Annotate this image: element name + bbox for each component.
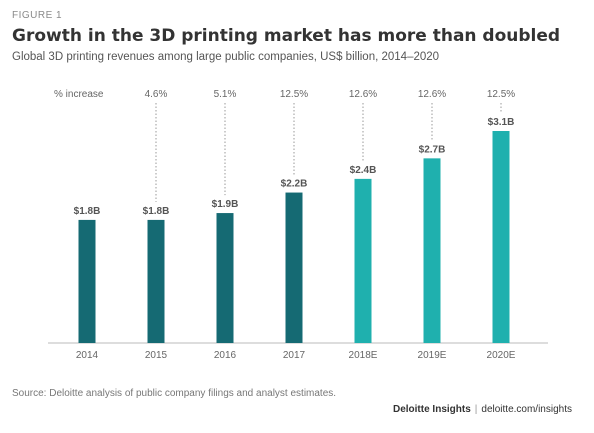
bar	[354, 178, 372, 343]
bar-value-label: $3.1B	[488, 117, 515, 128]
increase-label: 12.5%	[487, 89, 515, 100]
x-tick-label: 2015	[145, 350, 168, 361]
bar-value-label: $2.7B	[419, 144, 446, 155]
x-tick-label: 2020E	[487, 350, 516, 361]
chart-title: Growth in the 3D printing market has mor…	[12, 26, 561, 46]
bar	[285, 192, 303, 343]
increase-label: 12.5%	[280, 89, 308, 100]
credit-url: deloitte.com/insights	[481, 404, 572, 415]
increase-label: 12.6%	[349, 89, 377, 100]
increase-label: 12.6%	[418, 89, 446, 100]
credit-separator: |	[474, 404, 478, 415]
bar-value-label: $1.8B	[74, 206, 101, 217]
source-note: Source: Deloitte analysis of public comp…	[12, 388, 337, 399]
bar-value-label: $1.8B	[143, 206, 170, 217]
x-tick-label: 2017	[283, 350, 306, 361]
figure-label: FIGURE 1	[12, 10, 63, 21]
x-tick-label: 2016	[214, 350, 237, 361]
credit-line: Deloitte Insights | deloitte.com/insights	[393, 404, 572, 415]
bar	[216, 213, 234, 343]
credit-brand: Deloitte Insights	[392, 404, 471, 415]
bar-value-label: $2.2B	[281, 179, 308, 190]
x-tick-label: 2019E	[418, 350, 447, 361]
increase-label: 5.1%	[214, 89, 237, 100]
bar	[423, 158, 441, 343]
bar	[147, 219, 165, 343]
bar-value-label: $1.9B	[212, 199, 239, 210]
chart-subtitle: Global 3D printing revenues among large …	[12, 51, 440, 63]
bar-value-label: $2.4B	[350, 165, 377, 176]
bar	[78, 219, 96, 343]
increase-label: 4.6%	[145, 89, 168, 100]
bar	[492, 131, 510, 343]
x-tick-label: 2018E	[349, 350, 378, 361]
increase-header: % increase	[54, 89, 104, 100]
x-tick-label: 2014	[76, 350, 99, 361]
